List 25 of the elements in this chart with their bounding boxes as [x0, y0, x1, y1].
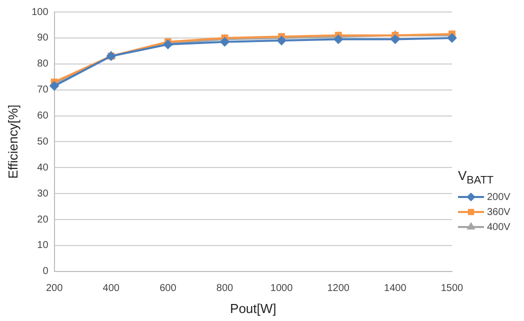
- x-tick-label: 200: [46, 283, 64, 294]
- x-tick-label: 400: [102, 283, 120, 294]
- x-axis-title: Pout[W]: [230, 300, 276, 316]
- x-tick-label: 1500: [440, 283, 464, 294]
- y-tick-label: 40: [37, 162, 49, 174]
- legend-label: 360V: [487, 206, 510, 218]
- x-tick-label: 1000: [270, 283, 294, 294]
- y-tick-label: 20: [37, 214, 49, 226]
- x-tick-label: 1400: [384, 283, 407, 294]
- y-tick-label: 60: [37, 110, 49, 122]
- legend-label: 200V: [487, 192, 510, 203]
- y-tick-label: 50: [37, 136, 49, 148]
- y-tick-label: 80: [37, 58, 49, 70]
- x-tick-label: 800: [216, 283, 234, 294]
- legend-title: V$_{BATT}$: [458, 168, 495, 187]
- y-tick-label: 70: [37, 84, 49, 96]
- y-tick-label: 0: [42, 266, 49, 278]
- y-tick-label: 90: [37, 32, 49, 44]
- y-tick-label: 30: [37, 188, 49, 200]
- y-tick-label: 100: [32, 6, 49, 18]
- legend-label: 400V: [487, 222, 510, 233]
- y-tick-label: 10: [37, 240, 49, 252]
- x-tick-label: 1200: [327, 283, 350, 294]
- y-axis-title: Efficiency[%]: [5, 104, 20, 179]
- x-tick-label: 600: [160, 283, 177, 294]
